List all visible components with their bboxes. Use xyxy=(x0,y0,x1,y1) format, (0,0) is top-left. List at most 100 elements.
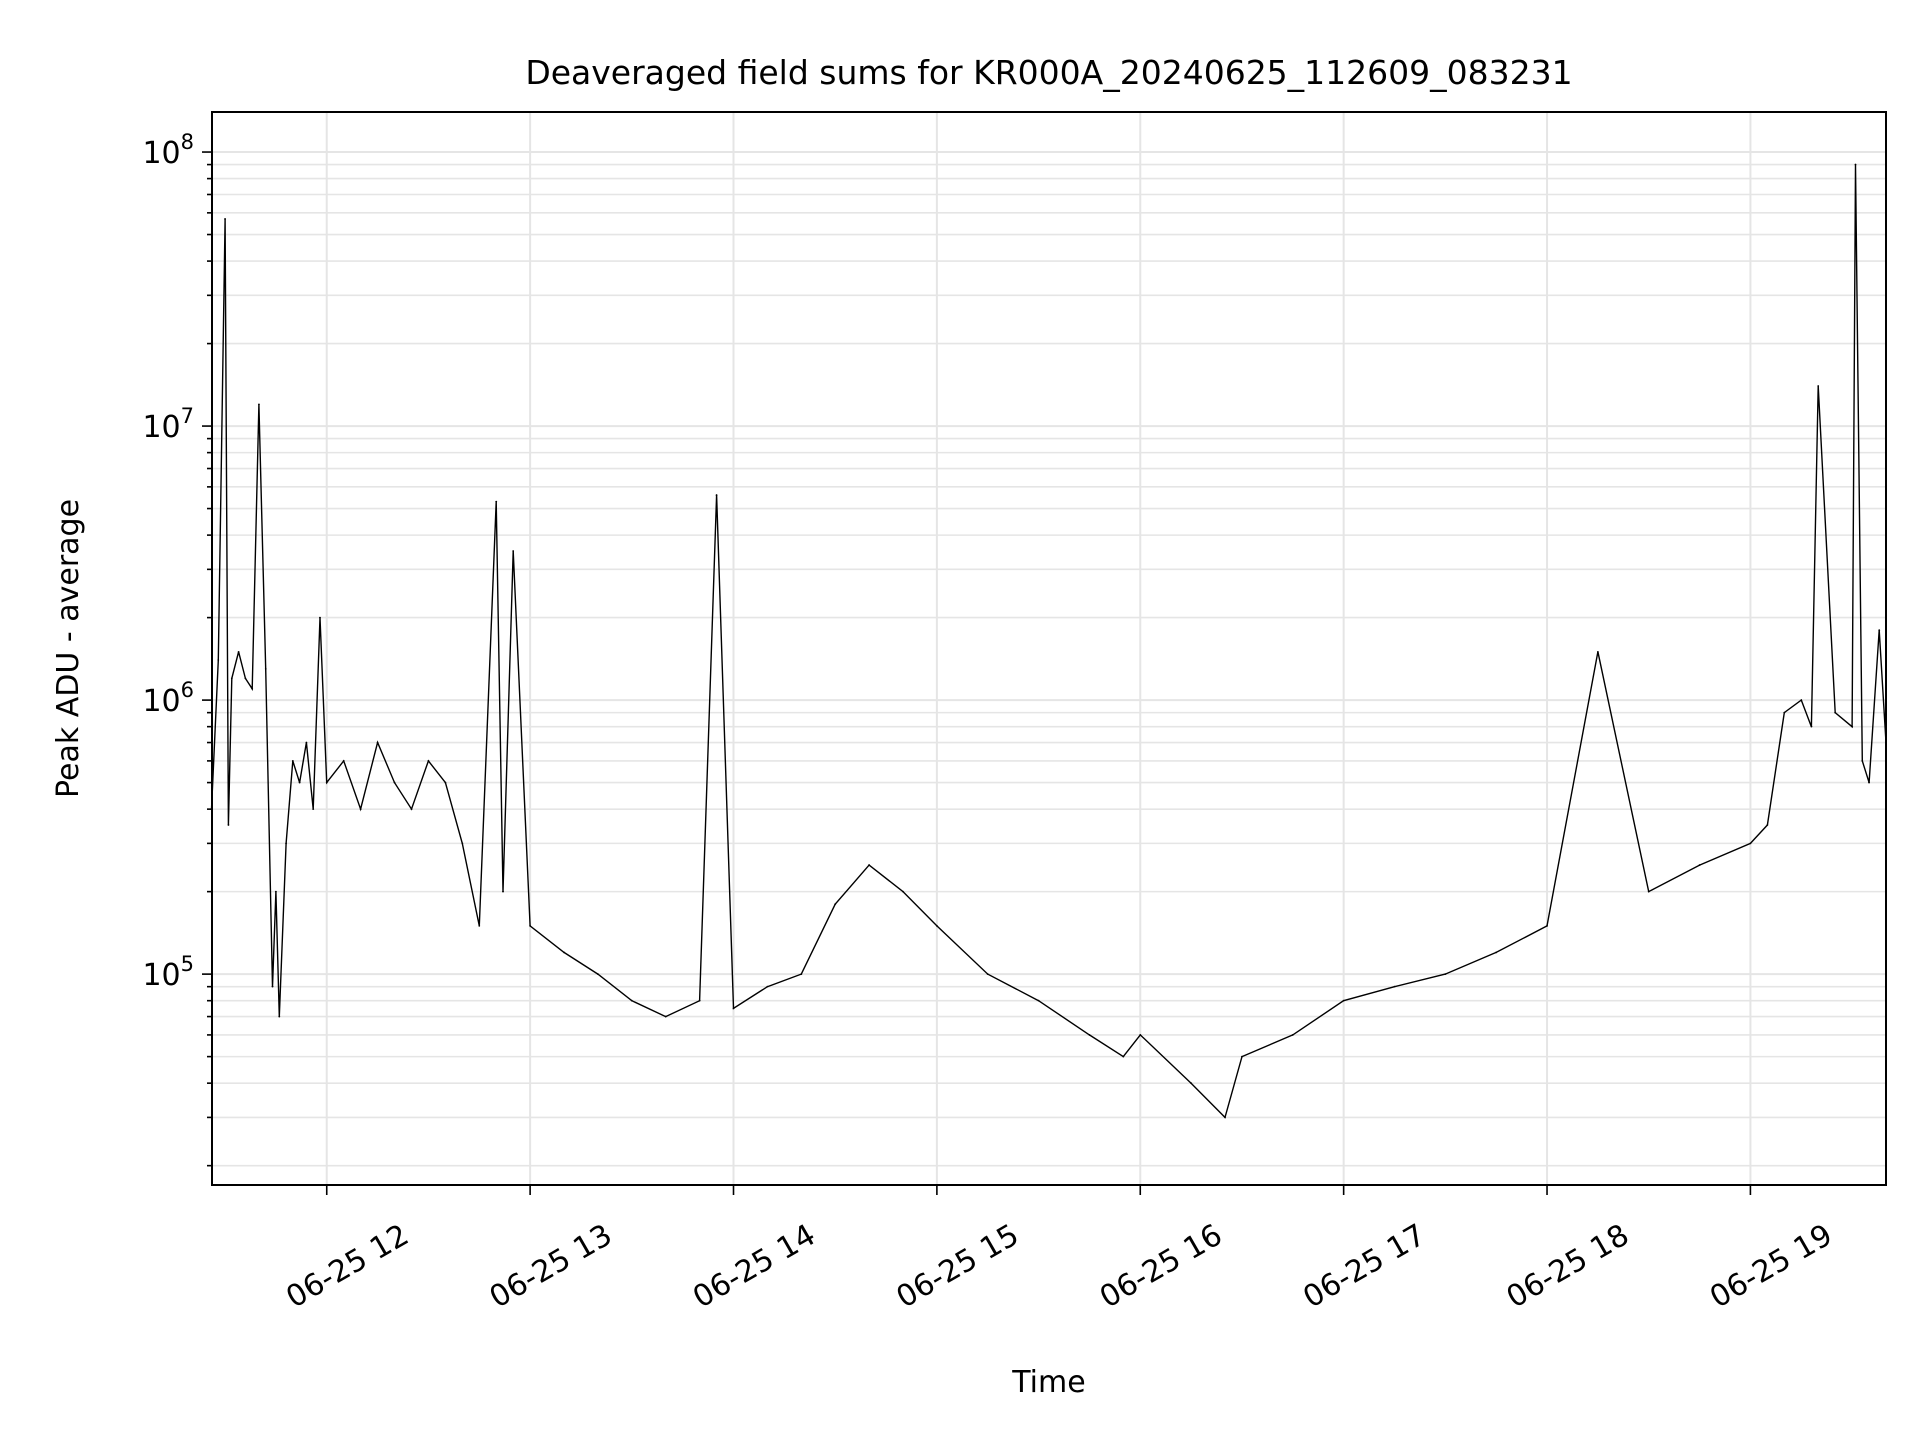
data-point xyxy=(495,500,498,503)
data-point xyxy=(512,550,515,552)
data-point xyxy=(1766,824,1769,826)
data-point xyxy=(298,781,301,784)
data-point xyxy=(1224,1116,1226,1119)
data-point xyxy=(410,808,413,811)
y-tick-label: 107 xyxy=(142,404,194,445)
data-point xyxy=(766,985,769,988)
data-point xyxy=(251,687,254,690)
data-point xyxy=(278,1015,281,1018)
data-point xyxy=(1698,864,1701,866)
y-tick-exponent: 5 xyxy=(181,952,194,976)
data-point xyxy=(312,808,315,811)
data-point xyxy=(664,1015,667,1018)
y-tick-base: 10 xyxy=(142,958,180,993)
data-point xyxy=(291,759,294,762)
data-point xyxy=(393,781,396,784)
data-point xyxy=(1783,711,1786,714)
data-point xyxy=(1817,385,1820,387)
plot-frame xyxy=(211,111,1887,1186)
data-point xyxy=(1834,711,1837,714)
chart-title: Deaveraged field sums for KR000A_2024062… xyxy=(525,53,1572,92)
data-point xyxy=(1749,842,1752,845)
series-line xyxy=(210,164,1887,1119)
data-point xyxy=(1868,781,1870,784)
data-point xyxy=(478,924,481,927)
data-point xyxy=(1139,1034,1142,1036)
data-point xyxy=(444,781,447,784)
y-tick-exponent: 6 xyxy=(181,678,194,702)
x-tick-label: 06-25 12 xyxy=(280,1218,414,1316)
data-point xyxy=(237,650,240,653)
grid xyxy=(212,112,1886,1185)
data-point xyxy=(1861,759,1864,762)
data-point xyxy=(1878,629,1881,632)
y-tick-base: 10 xyxy=(142,136,180,171)
data-point xyxy=(1088,1034,1091,1036)
data-point xyxy=(935,924,938,927)
y-tick-base: 10 xyxy=(142,684,180,719)
data-point xyxy=(1810,725,1813,728)
data-point xyxy=(1393,985,1396,988)
data-point xyxy=(461,842,464,845)
data-point xyxy=(563,951,565,954)
data-point xyxy=(529,924,532,927)
y-tick-label: 108 xyxy=(142,130,194,171)
data-point xyxy=(800,973,803,976)
data-point xyxy=(305,741,308,744)
data-point xyxy=(274,890,277,893)
data-point xyxy=(1546,924,1548,927)
axis-ticks: 06-25 12 06-25 13 06-25 14 06-25 15 06-25 16… xyxy=(142,130,1838,1315)
x-tick-label: 06-25 15 xyxy=(891,1218,1025,1316)
data-point xyxy=(1444,973,1447,976)
data-point xyxy=(1190,1082,1193,1085)
data-point xyxy=(732,1007,735,1010)
data-point xyxy=(319,616,321,619)
x-tick-label: 06-25 13 xyxy=(484,1218,618,1316)
y-tick-label: 105 xyxy=(142,952,194,993)
x-tick-label: 06-25 18 xyxy=(1501,1218,1635,1316)
data-point xyxy=(1854,163,1857,166)
y-tick-exponent: 8 xyxy=(181,130,194,154)
data-point xyxy=(902,890,904,893)
data-point xyxy=(342,759,345,762)
data-point xyxy=(1800,699,1803,701)
data-point xyxy=(1342,999,1345,1002)
x-axis-label: Time xyxy=(1011,1365,1085,1400)
x-tick-label: 06-25 19 xyxy=(1704,1218,1838,1316)
data-layer xyxy=(210,163,1887,1119)
data-point xyxy=(698,999,701,1002)
x-tick-label: 06-25 17 xyxy=(1297,1218,1431,1316)
data-point xyxy=(264,667,267,670)
data-point xyxy=(502,890,504,893)
data-point xyxy=(258,403,260,406)
data-point xyxy=(1495,951,1498,954)
data-point xyxy=(1241,1055,1243,1058)
data-point xyxy=(227,824,230,826)
data-point xyxy=(597,973,599,976)
x-tick-label: 06-25 16 xyxy=(1094,1218,1228,1316)
data-point xyxy=(1596,650,1599,653)
data-point xyxy=(285,842,287,845)
data-point xyxy=(868,864,870,866)
y-tick-exponent: 7 xyxy=(181,404,194,428)
data-point xyxy=(230,677,233,680)
data-point xyxy=(359,808,362,811)
data-point xyxy=(986,973,989,976)
data-point xyxy=(1291,1034,1294,1036)
data-point xyxy=(715,494,718,496)
x-tick-label: 06-25 14 xyxy=(687,1218,821,1316)
data-point xyxy=(244,677,247,680)
data-point xyxy=(427,759,430,762)
data-point xyxy=(1037,999,1040,1002)
data-point xyxy=(376,741,379,744)
y-axis-label: Peak ADU - average xyxy=(51,499,86,798)
data-point xyxy=(834,903,837,906)
y-tick-base: 10 xyxy=(142,410,180,445)
data-point xyxy=(1647,890,1650,893)
data-point xyxy=(630,999,633,1002)
y-tick-label: 106 xyxy=(142,678,194,719)
data-point xyxy=(325,781,328,784)
data-point xyxy=(224,218,226,220)
